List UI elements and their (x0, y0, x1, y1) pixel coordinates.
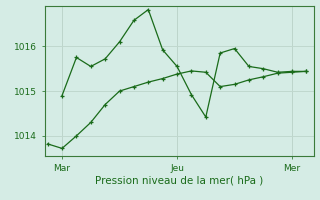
X-axis label: Pression niveau de la mer( hPa ): Pression niveau de la mer( hPa ) (95, 175, 263, 185)
